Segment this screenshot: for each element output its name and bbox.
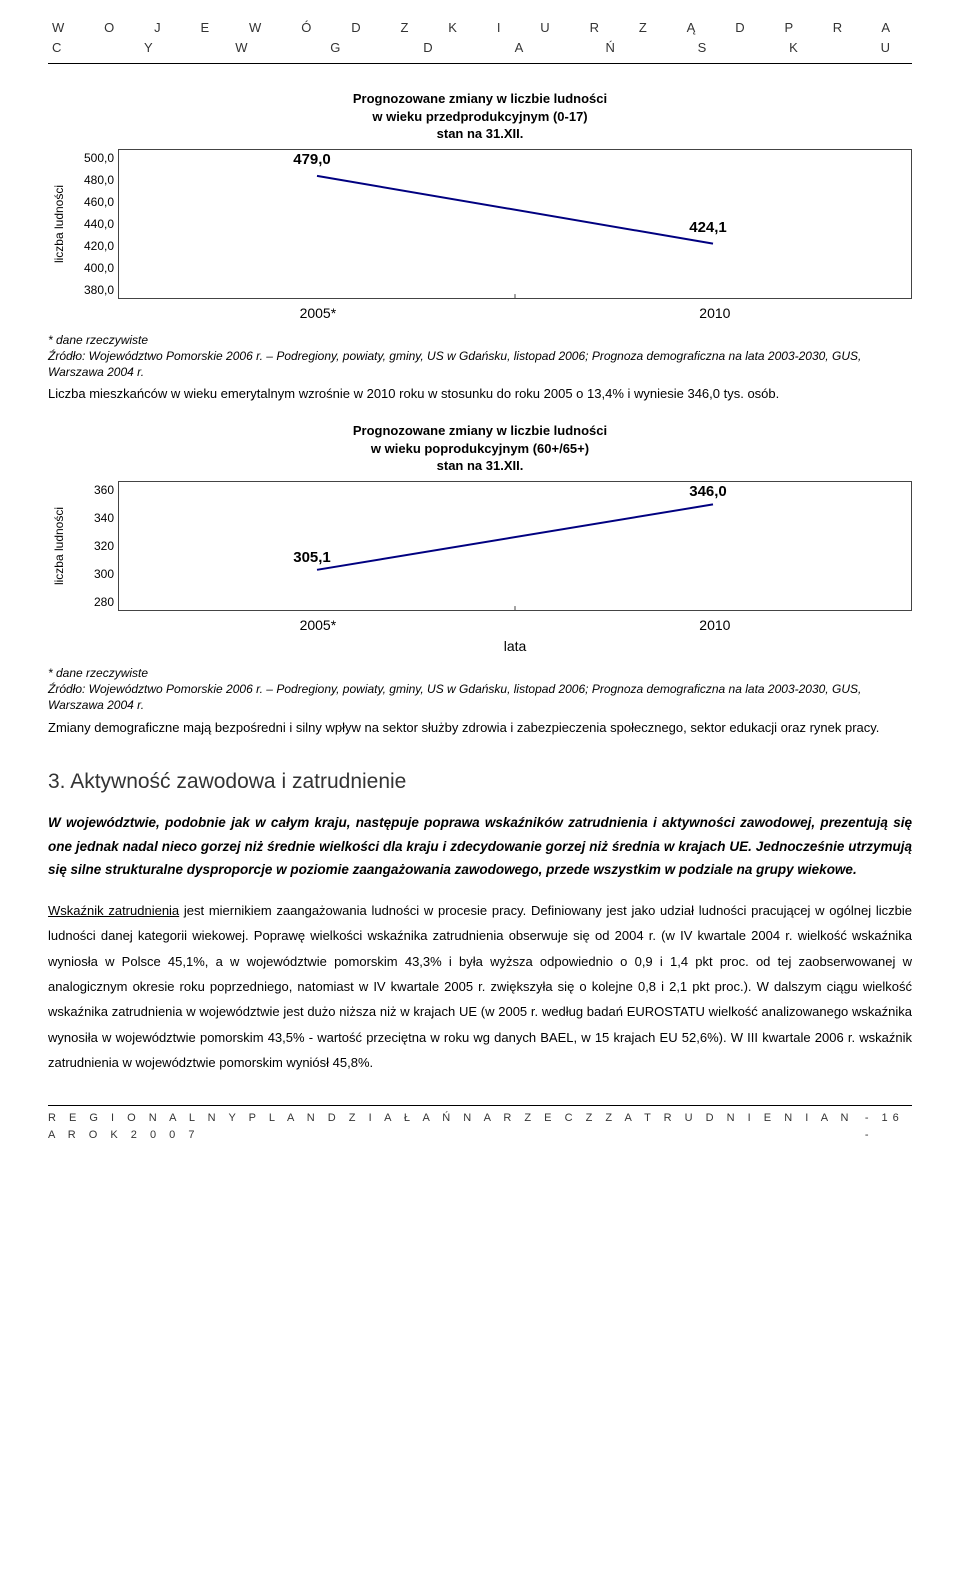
chart2-yticks: 360 340 320 300 280 — [70, 481, 118, 611]
value-label: 346,0 — [689, 481, 727, 504]
ytick: 500,0 — [70, 149, 114, 167]
lead-paragraph: W województwie, podobnie jak w całym kra… — [48, 811, 912, 882]
chart1-title-l2: w wieku przedprodukcyjnym (0-17) — [372, 109, 587, 124]
page-header: W O J E W Ó D Z K I U R Z Ą D P R A C Y … — [48, 18, 912, 63]
ytick: 380,0 — [70, 281, 114, 299]
ytick: 440,0 — [70, 215, 114, 233]
ytick: 460,0 — [70, 193, 114, 211]
chart1-plot: 479,0 424,1 — [118, 149, 912, 299]
sentence-demografia: Zmiany demograficzne mają bezpośredni i … — [48, 718, 912, 738]
sentence-emerytalny: Liczba mieszkańców w wieku emerytalnym w… — [48, 384, 912, 404]
section-heading: 3. Aktywność zawodowa i zatrudnienie — [48, 766, 912, 798]
chart2-title-l2: w wieku poprodukcyjnym (60+/65+) — [371, 441, 589, 456]
chart1-title-l1: Prognozowane zmiany w liczbie ludności — [353, 91, 607, 106]
chart2-title: Prognozowane zmiany w liczbie ludności w… — [48, 422, 912, 475]
para-rest: jest miernikiem zaangażowania ludności w… — [48, 903, 912, 1070]
footer-right: - 16 - — [865, 1110, 912, 1143]
chart1-xtick-0: 2005* — [300, 303, 337, 324]
chart2-footnote: * dane rzeczywisteŹródło: Województwo Po… — [48, 665, 912, 714]
ytick: 320 — [70, 537, 114, 555]
chart2-xtick-0: 2005* — [300, 615, 337, 636]
chart1-xtick-1: 2010 — [699, 303, 730, 324]
ytick: 420,0 — [70, 237, 114, 255]
value-label: 479,0 — [293, 149, 331, 172]
chart1-yticks: 500,0 480,0 460,0 440,0 420,0 400,0 380,0 — [70, 149, 118, 299]
chart2-xaxis: 2005* 2010 — [118, 615, 912, 636]
chart2-xtick-1: 2010 — [699, 615, 730, 636]
chart-preproduction: Prognozowane zmiany w liczbie ludności w… — [48, 90, 912, 324]
chart2-plot: 305,1 346,0 — [118, 481, 912, 611]
chart1-footnote: * dane rzeczywisteŹródło: Województwo Po… — [48, 332, 912, 381]
ytick: 480,0 — [70, 171, 114, 189]
value-label: 305,1 — [293, 547, 331, 570]
chart2-title-l3: stan na 31.XII. — [437, 458, 524, 473]
chart2-title-l1: Prognozowane zmiany w liczbie ludności — [353, 423, 607, 438]
footer-left: R E G I O N A L N Y P L A N D Z I A Ł A … — [48, 1110, 865, 1143]
chart1-xaxis: 2005* 2010 — [118, 303, 912, 324]
page-footer: R E G I O N A L N Y P L A N D Z I A Ł A … — [48, 1106, 912, 1143]
value-label: 424,1 — [689, 217, 727, 240]
chart1-title: Prognozowane zmiany w liczbie ludności w… — [48, 90, 912, 143]
main-paragraph: Wskaźnik zatrudnienia jest miernikiem za… — [48, 898, 912, 1075]
chart1-ylabel: liczba ludności — [48, 149, 70, 299]
ytick: 280 — [70, 593, 114, 611]
chart1-title-l3: stan na 31.XII. — [437, 126, 524, 141]
chart2-ylabel: liczba ludności — [48, 481, 70, 611]
header-rule — [48, 63, 912, 64]
ytick: 360 — [70, 481, 114, 499]
para-leadword: Wskaźnik zatrudnienia — [48, 903, 179, 918]
ytick: 400,0 — [70, 259, 114, 277]
chart-postproduction: Prognozowane zmiany w liczbie ludności w… — [48, 422, 912, 657]
chart2-xlabel: lata — [118, 636, 912, 657]
ytick: 340 — [70, 509, 114, 527]
ytick: 300 — [70, 565, 114, 583]
